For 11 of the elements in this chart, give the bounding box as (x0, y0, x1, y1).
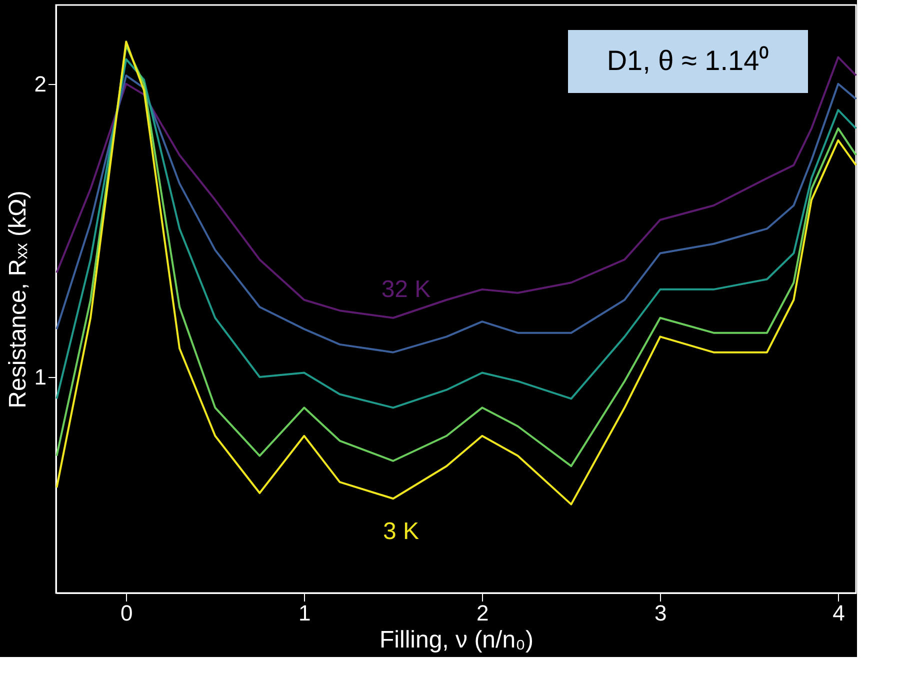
x-axis-title: Filling, ν (n/n₀) (380, 626, 534, 654)
x-tick-label: 1 (298, 600, 311, 626)
annotation: 3 K (382, 518, 420, 545)
x-tick-label: 0 (120, 600, 133, 626)
y-axis-title: Resistance, Rₓₓ (kΩ) (4, 190, 32, 408)
annotation: D1, θ ≈ 1.14⁰ (606, 45, 770, 76)
x-tick-label: 4 (832, 600, 845, 626)
x-tick-label: 3 (654, 600, 667, 626)
x-tick-label: 2 (476, 600, 489, 626)
annotation: 32 K (381, 276, 431, 303)
line-series (56, 74, 857, 354)
